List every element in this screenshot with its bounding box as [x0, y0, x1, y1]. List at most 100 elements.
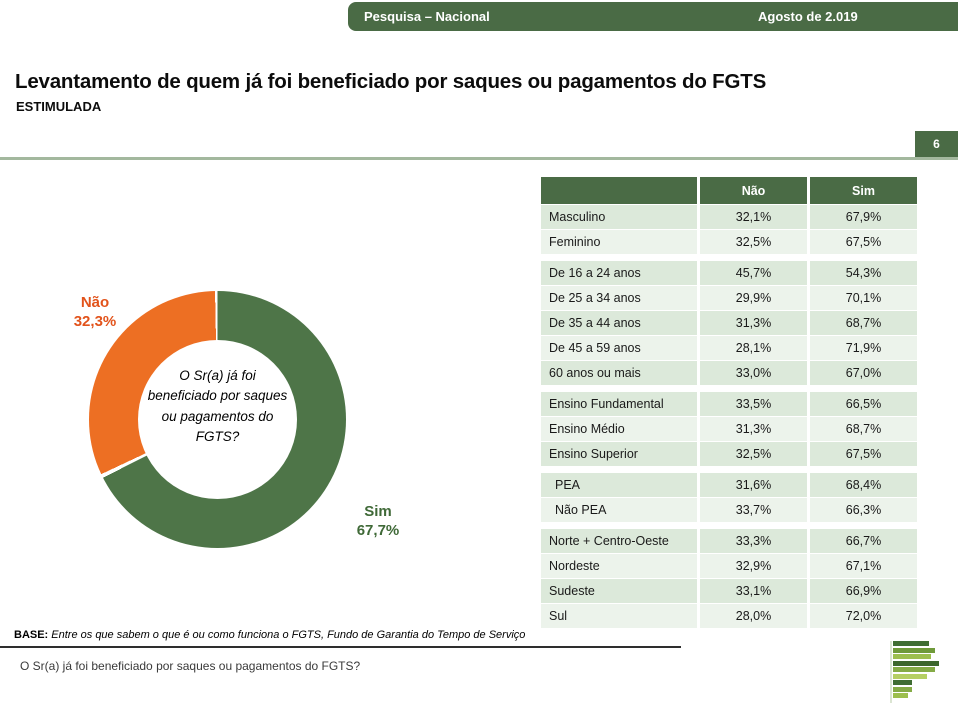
table-row: Ensino Superior 32,5% 67,5% — [541, 442, 917, 466]
table-header-sim: Sim — [810, 177, 917, 204]
row-label: PEA — [541, 473, 697, 497]
table-row: PEA 31,6% 68,4% — [541, 473, 917, 497]
banner-date-label: Agosto de 2.019 — [758, 9, 858, 24]
row-sim-value: 67,1% — [810, 554, 917, 578]
base-note-text: Entre os que sabem o que é ou como funci… — [51, 629, 526, 641]
row-label: 60 anos ou mais — [541, 361, 697, 385]
row-sim-value: 68,7% — [810, 311, 917, 335]
row-sim-value: 68,7% — [810, 417, 917, 441]
table-row: 60 anos ou mais 33,0% 67,0% — [541, 361, 917, 385]
row-sim-value: 71,9% — [810, 336, 917, 360]
table-row: Sul 28,0% 72,0% — [541, 604, 917, 628]
row-nao-value: 33,3% — [700, 529, 807, 553]
row-nao-value: 31,3% — [700, 311, 807, 335]
row-label: Masculino — [541, 205, 697, 229]
logo-bar — [893, 686, 912, 692]
table-group: De 16 a 24 anos 45,7% 54,3% De 25 a 34 anos… — [541, 261, 917, 385]
donut-label-nao: Não 32,3% — [50, 294, 140, 332]
banner-survey-label: Pesquisa – Nacional — [364, 9, 490, 24]
table-group: Masculino 32,1% 67,9% Feminino 32,5% 67,5% — [541, 205, 917, 254]
donut-center-question: O Sr(a) já foi beneficiado por saques ou p… — [147, 368, 288, 444]
top-banner: Pesquisa – Nacional Agosto de 2.019 — [348, 2, 958, 31]
row-nao-value: 32,9% — [700, 554, 807, 578]
table-row: Ensino Fundamental 33,5% 66,5% — [541, 392, 917, 416]
table-body: Masculino 32,1% 67,9% Feminino 32,5% 67,5% De … — [541, 205, 917, 628]
page-subtitle: ESTIMULADA — [16, 99, 102, 114]
row-nao-value: 33,5% — [700, 392, 807, 416]
row-label: De 45 a 59 anos — [541, 336, 697, 360]
row-sim-value: 66,7% — [810, 529, 917, 553]
row-nao-value: 33,7% — [700, 498, 807, 522]
table-row: De 45 a 59 anos 28,1% 71,9% — [541, 336, 917, 360]
row-sim-value: 67,0% — [810, 361, 917, 385]
base-note: BASE: Entre os que sabem o que é ou como… — [14, 629, 525, 641]
table-header-empty — [541, 177, 697, 204]
donut-chart: O Sr(a) já foi beneficiado por saques ou p… — [89, 291, 346, 548]
logo-bar — [893, 647, 935, 653]
logo-bar — [893, 660, 939, 666]
row-nao-value: 28,0% — [700, 604, 807, 628]
logo-bar — [893, 693, 908, 698]
row-label: De 25 a 34 anos — [541, 286, 697, 310]
row-nao-value: 28,1% — [700, 336, 807, 360]
row-label: De 16 a 24 anos — [541, 261, 697, 285]
footer-question: O Sr(a) já foi beneficiado por saques ou… — [20, 659, 361, 673]
row-sim-value: 70,1% — [810, 286, 917, 310]
row-sim-value: 72,0% — [810, 604, 917, 628]
table-row: Não PEA 33,7% 66,3% — [541, 498, 917, 522]
row-label: Sudeste — [541, 579, 697, 603]
logo-bar — [893, 641, 929, 646]
table-row: Masculino 32,1% 67,9% — [541, 205, 917, 229]
donut-label-nao-name: Não — [80, 294, 110, 311]
row-nao-value: 29,9% — [700, 286, 807, 310]
table-row: De 16 a 24 anos 45,7% 54,3% — [541, 261, 917, 285]
row-nao-value: 32,5% — [700, 230, 807, 254]
row-nao-value: 45,7% — [700, 261, 807, 285]
row-label: Ensino Médio — [541, 417, 697, 441]
logo-bar — [893, 680, 912, 685]
table-group: Ensino Fundamental 33,5% 66,5% Ensino Médio… — [541, 392, 917, 466]
table-row: Nordeste 32,9% 67,1% — [541, 554, 917, 578]
row-label: Ensino Fundamental — [541, 392, 697, 416]
footer-divider — [0, 646, 681, 648]
table-row: Ensino Médio 31,3% 68,7% — [541, 417, 917, 441]
title-divider — [0, 157, 958, 160]
table-group: Norte + Centro-Oeste 33,3% 66,7% Nordeste 32… — [541, 529, 917, 628]
row-nao-value: 32,5% — [700, 442, 807, 466]
base-note-label: BASE: — [14, 629, 49, 641]
company-logo — [890, 641, 953, 703]
logo-bar — [893, 667, 935, 672]
table-row: Norte + Centro-Oeste 33,3% 66,7% — [541, 529, 917, 553]
row-nao-value: 33,0% — [700, 361, 807, 385]
logo-bar — [893, 673, 927, 679]
table-header-nao: Não — [700, 177, 807, 204]
row-nao-value: 33,1% — [700, 579, 807, 603]
results-table: Não Sim Masculino 32,1% 67,9% Feminino 32,5%… — [541, 177, 917, 629]
table-header-row: Não Sim — [541, 177, 917, 204]
donut-label-sim: Sim 67,7% — [333, 503, 423, 541]
row-sim-value: 66,3% — [810, 498, 917, 522]
row-label: Norte + Centro-Oeste — [541, 529, 697, 553]
row-sim-value: 68,4% — [810, 473, 917, 497]
table-row: Feminino 32,5% 67,5% — [541, 230, 917, 254]
row-sim-value: 66,5% — [810, 392, 917, 416]
donut-label-nao-value: 32,3% — [73, 312, 117, 330]
row-nao-value: 31,3% — [700, 417, 807, 441]
row-label: Não PEA — [541, 498, 697, 522]
row-label: Sul — [541, 604, 697, 628]
row-label: Ensino Superior — [541, 442, 697, 466]
row-sim-value: 67,5% — [810, 442, 917, 466]
row-nao-value: 31,6% — [700, 473, 807, 497]
row-sim-value: 66,9% — [810, 579, 917, 603]
table-row: Sudeste 33,1% 66,9% — [541, 579, 917, 603]
table-group: PEA 31,6% 68,4% Não PEA 33,7% 66,3% — [541, 473, 917, 522]
logo-bar — [893, 654, 931, 659]
row-sim-value: 54,3% — [810, 261, 917, 285]
donut-center: O Sr(a) já foi beneficiado por saques ou p… — [138, 340, 297, 499]
row-nao-value: 32,1% — [700, 205, 807, 229]
donut-label-sim-name: Sim — [364, 503, 392, 520]
row-sim-value: 67,5% — [810, 230, 917, 254]
row-label: De 35 a 44 anos — [541, 311, 697, 335]
page-title: Levantamento de quem já foi beneficiado … — [15, 70, 767, 93]
